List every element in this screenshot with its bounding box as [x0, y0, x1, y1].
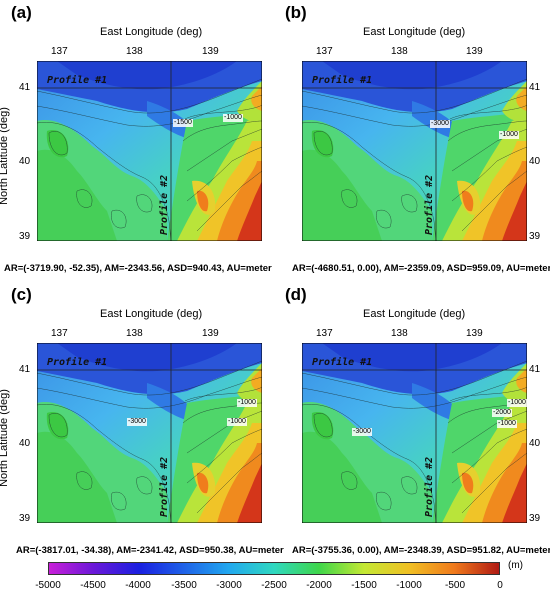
- x-tick-138: 138: [391, 46, 408, 57]
- x-axis-title: East Longitude (deg): [363, 26, 466, 38]
- contour-label: -1000: [223, 114, 243, 122]
- contour-label: -3000: [352, 428, 372, 436]
- colorbar-tick: -4500: [80, 580, 106, 591]
- x-tick-138: 138: [126, 46, 143, 57]
- stats-text: AR=(-3719.90, -52.35), AM=-2343.56, ASD=…: [4, 263, 272, 274]
- panel-b: (b) East Longitude (deg) 137 138 139 41 …: [275, 0, 550, 280]
- x-tick-137: 137: [51, 328, 68, 339]
- x-tick-137: 137: [316, 46, 333, 57]
- panel-label: (c): [11, 285, 32, 304]
- y-tick-39: 39: [529, 231, 541, 242]
- profile-1-label: Profile #1: [47, 75, 108, 86]
- x-tick-137: 137: [316, 328, 333, 339]
- panel-label: (b): [285, 3, 307, 22]
- y-tick-41: 41: [19, 82, 31, 93]
- y-tick-40: 40: [19, 438, 31, 449]
- stats-text: AR=(-4680.51, 0.00), AM=-2359.09, ASD=95…: [292, 263, 550, 274]
- bathymetry-map: Profile #1 Profile #2 -3000 -1000 -1000: [37, 343, 262, 523]
- y-tick-41: 41: [529, 364, 541, 375]
- colorbar-tick: -4000: [125, 580, 151, 591]
- stats-text: AR=(-3755.36, 0.00), AM=-2348.39, ASD=95…: [292, 545, 550, 556]
- bathymetry-map: Profile #1 Profile #2 -3000 -1000: [302, 61, 527, 241]
- colorbar-tick: -500: [444, 580, 466, 591]
- y-tick-40: 40: [529, 438, 541, 449]
- contour-label: -3000: [127, 418, 147, 426]
- x-axis-title: East Longitude (deg): [100, 308, 203, 320]
- contour-label: -1000: [227, 418, 247, 426]
- colorbar-unit: (m): [508, 560, 523, 571]
- colorbar-tick: -2000: [306, 580, 332, 591]
- x-tick-139: 139: [466, 328, 483, 339]
- contour-label: -1500: [173, 119, 193, 127]
- x-axis-title: East Longitude (deg): [100, 26, 203, 38]
- contour-label: -1000: [237, 399, 257, 407]
- profile-1-label: Profile #1: [312, 357, 373, 368]
- profile-2-label: Profile #2: [159, 456, 170, 517]
- profile-2-label: Profile #2: [159, 174, 170, 235]
- profile-2-label: Profile #2: [424, 174, 435, 235]
- colorbar-tick: -5000: [35, 580, 61, 591]
- y-axis-title: North Latitude (deg): [0, 107, 10, 205]
- y-axis-title: North Latitude (deg): [0, 389, 10, 487]
- x-tick-139: 139: [202, 328, 219, 339]
- y-tick-41: 41: [19, 364, 31, 375]
- contour-label: -1000: [499, 131, 519, 139]
- contour-label: -1000: [497, 420, 517, 428]
- stats-text: AR=(-3817.01, -34.38), AM=-2341.42, ASD=…: [16, 545, 284, 556]
- colorbar-tick: -3000: [216, 580, 242, 591]
- bathymetry-map: Profile #1 Profile #2 -1500 -1000: [37, 61, 262, 241]
- colorbar-tick: -1500: [351, 580, 377, 591]
- panel-label: (a): [11, 3, 32, 22]
- colorbar-gradient: [48, 562, 500, 575]
- profile-1-label: Profile #1: [47, 357, 108, 368]
- colorbar-tick: -2500: [261, 580, 287, 591]
- x-tick-139: 139: [466, 46, 483, 57]
- colorbar-tick: -1000: [396, 580, 422, 591]
- profile-2-label: Profile #2: [424, 456, 435, 517]
- panel-a: (a) East Longitude (deg) 137 138 139 Nor…: [0, 0, 275, 280]
- contour-label: -2000: [492, 409, 512, 417]
- x-tick-138: 138: [126, 328, 143, 339]
- x-tick-137: 137: [51, 46, 68, 57]
- panel-c: (c) East Longitude (deg) 137 138 139 Nor…: [0, 282, 284, 562]
- panel-label: (d): [285, 285, 307, 304]
- y-tick-40: 40: [19, 156, 31, 167]
- y-tick-39: 39: [19, 231, 31, 242]
- bathymetry-map: Profile #1 Profile #2 -3000 -1000 -2000 …: [302, 343, 527, 523]
- profile-1-label: Profile #1: [312, 75, 373, 86]
- contour-label: -3000: [430, 120, 450, 128]
- x-tick-139: 139: [202, 46, 219, 57]
- y-tick-41: 41: [529, 82, 541, 93]
- y-tick-39: 39: [529, 513, 541, 524]
- y-tick-39: 39: [19, 513, 31, 524]
- panel-d: (d) East Longitude (deg) 137 138 139 41 …: [275, 282, 550, 562]
- colorbar-tick: -3500: [171, 580, 197, 591]
- colorbar-tick: 0: [497, 580, 503, 591]
- y-tick-40: 40: [529, 156, 541, 167]
- x-tick-138: 138: [391, 328, 408, 339]
- x-axis-title: East Longitude (deg): [363, 308, 466, 320]
- colorbar: (m) -5000 -4500 -4000 -3500 -3000 -2500 …: [35, 560, 523, 592]
- contour-label: -1000: [507, 399, 527, 407]
